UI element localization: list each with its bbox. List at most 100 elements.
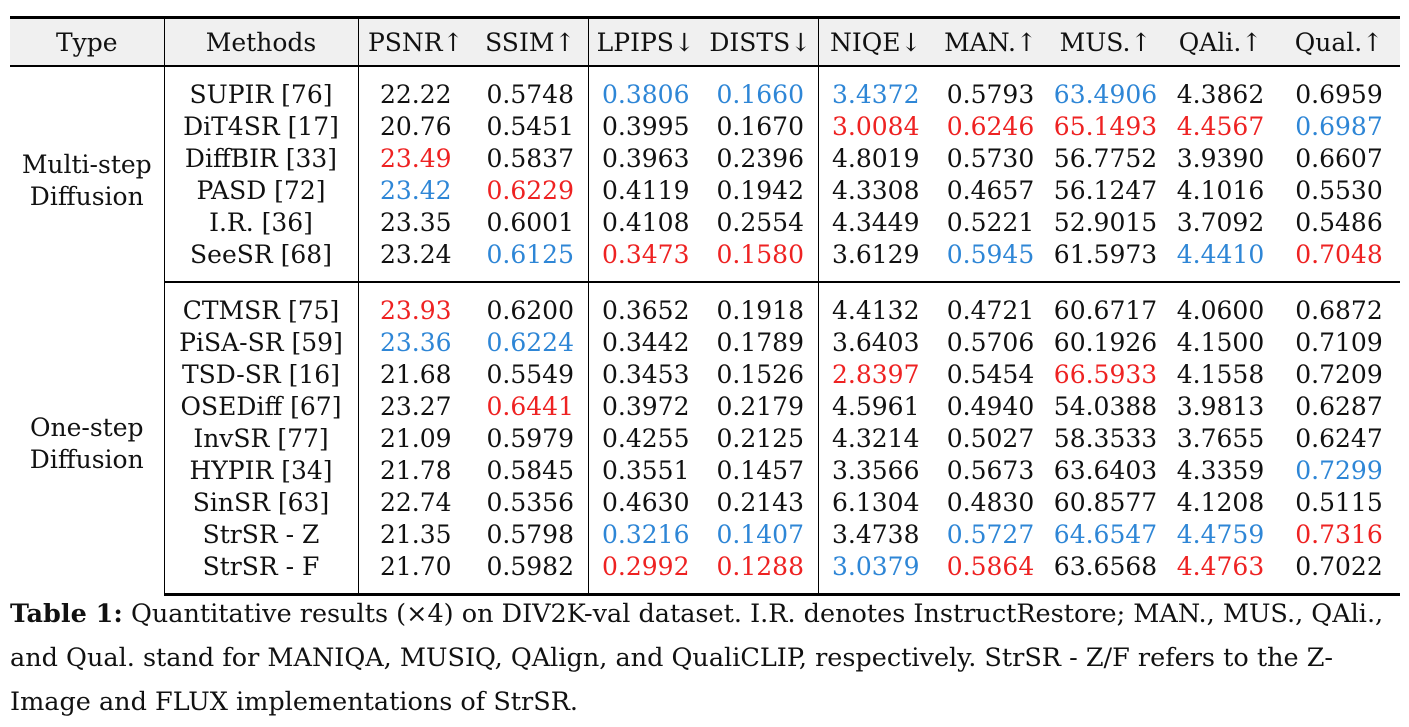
header-methods: Methods — [163, 16, 358, 67]
cell-maniqa: 0.5221 — [933, 207, 1048, 239]
cell-niqe: 4.3449 — [817, 207, 933, 239]
cell-musiq: 56.1247 — [1048, 175, 1163, 207]
cell-qalign: 4.1208 — [1163, 487, 1278, 519]
cell-niqe: 3.0379 — [817, 551, 933, 596]
cell-dists: 0.1789 — [703, 327, 818, 359]
cell-value: 3.7092 — [1176, 208, 1265, 237]
group-one-step: One-step Diffusion CTMSR [75] 23.93 0.6200 0.… — [10, 282, 1400, 596]
cell-value: 4.4763 — [1176, 552, 1265, 581]
type-label-line: Multi-step — [21, 149, 152, 179]
cell-musiq: 60.6717 — [1048, 282, 1163, 327]
header-maniqa: MAN.↑ — [933, 16, 1048, 67]
cell-musiq: 63.6568 — [1048, 551, 1163, 596]
cell-lpips: 0.3652 — [587, 282, 703, 327]
cell-psnr: 23.36 — [357, 327, 473, 359]
cell-niqe: 4.5961 — [817, 391, 933, 423]
cell-maniqa: 0.5864 — [933, 551, 1048, 596]
cell-value: 4.4567 — [1176, 112, 1265, 141]
cell-value: 0.1918 — [716, 296, 804, 325]
cell-lpips: 0.2992 — [587, 551, 703, 596]
cell-value: 0.1457 — [716, 456, 804, 485]
cell-niqe: 3.3566 — [817, 455, 933, 487]
cell-niqe: 3.4738 — [817, 519, 933, 551]
header-dists: DISTS↓ — [703, 16, 818, 67]
cell-value: 0.5982 — [486, 552, 574, 581]
cell-value: 0.2179 — [716, 392, 804, 421]
table-row: DiT4SR [17] 20.76 0.5451 0.3995 0.1670 3.0084… — [10, 111, 1400, 143]
method-name: DiffBIR [33] — [163, 143, 358, 175]
cell-value: 0.6125 — [486, 240, 574, 269]
cell-dists: 0.1670 — [703, 111, 818, 143]
cell-qualiclip: 0.7109 — [1278, 327, 1400, 359]
cell-psnr: 21.78 — [357, 455, 473, 487]
cell-value: 23.49 — [379, 144, 452, 173]
cell-value: 6.1304 — [832, 488, 920, 517]
table-row: I.R. [36] 23.35 0.6001 0.4108 0.2554 4.3449 0.… — [10, 207, 1400, 239]
cell-musiq: 58.3533 — [1048, 423, 1163, 455]
cell-maniqa: 0.5706 — [933, 327, 1048, 359]
cell-value: 0.5451 — [486, 112, 574, 141]
cell-value: 3.9813 — [1176, 392, 1265, 421]
cell-value: 0.5727 — [946, 520, 1035, 549]
method-name: CTMSR [75] — [163, 282, 358, 327]
cell-value: 0.5027 — [946, 424, 1035, 453]
cell-ssim: 0.5356 — [473, 487, 588, 519]
cell-value: 3.7655 — [1176, 424, 1265, 453]
cell-value: 63.4906 — [1053, 80, 1158, 109]
cell-value: 64.6547 — [1053, 520, 1158, 549]
cell-lpips: 0.3995 — [587, 111, 703, 143]
caption-label: Table 1: — [10, 599, 123, 629]
cell-value: 0.3473 — [602, 240, 690, 269]
cell-value: 0.1526 — [716, 360, 804, 389]
cell-psnr: 21.70 — [357, 551, 473, 596]
cell-value: 0.2143 — [716, 488, 804, 517]
cell-maniqa: 0.5793 — [933, 66, 1048, 111]
cell-value: 0.5673 — [946, 456, 1035, 485]
cell-qalign: 4.4763 — [1163, 551, 1278, 596]
cell-maniqa: 0.6246 — [933, 111, 1048, 143]
cell-value: 0.5356 — [486, 488, 574, 517]
cell-value: 0.5706 — [946, 328, 1035, 357]
cell-qualiclip: 0.5530 — [1278, 175, 1400, 207]
cell-ssim: 0.5982 — [473, 551, 588, 596]
cell-value: 0.6224 — [486, 328, 574, 357]
cell-psnr: 20.76 — [357, 111, 473, 143]
table-row: SeeSR [68] 23.24 0.6125 0.3473 0.1580 3.6129 0… — [10, 239, 1400, 283]
cell-maniqa: 0.4830 — [933, 487, 1048, 519]
cell-musiq: 56.7752 — [1048, 143, 1163, 175]
cell-value: 0.5748 — [486, 80, 574, 109]
cell-qalign: 4.4759 — [1163, 519, 1278, 551]
cell-value: 0.1288 — [716, 552, 804, 581]
cell-value: 0.4940 — [946, 392, 1035, 421]
cell-value: 0.6001 — [486, 208, 574, 237]
cell-niqe: 2.8397 — [817, 359, 933, 391]
cell-value: 0.6872 — [1295, 296, 1383, 325]
table-row: StrSR - Z 21.35 0.5798 0.3216 0.1407 3.4738 0.… — [10, 519, 1400, 551]
cell-value: 0.5845 — [486, 456, 574, 485]
cell-value: 0.3453 — [602, 360, 690, 389]
cell-value: 0.4830 — [946, 488, 1035, 517]
table-row: PASD [72] 23.42 0.6229 0.4119 0.1942 4.3308 0.… — [10, 175, 1400, 207]
cell-qualiclip: 0.6872 — [1278, 282, 1400, 327]
cell-niqe: 3.0084 — [817, 111, 933, 143]
method-name: TSD-SR [16] — [163, 359, 358, 391]
cell-value: 4.3308 — [832, 176, 920, 205]
cell-ssim: 0.6224 — [473, 327, 588, 359]
cell-maniqa: 0.4721 — [933, 282, 1048, 327]
cell-psnr: 21.09 — [357, 423, 473, 455]
cell-lpips: 0.4108 — [587, 207, 703, 239]
cell-dists: 0.1580 — [703, 239, 818, 283]
cell-lpips: 0.3216 — [587, 519, 703, 551]
cell-value: 0.1580 — [716, 240, 804, 269]
cell-value: 61.5973 — [1053, 240, 1158, 269]
cell-qalign: 4.1016 — [1163, 175, 1278, 207]
cell-value: 4.4759 — [1176, 520, 1265, 549]
header-type: Type — [10, 16, 164, 67]
cell-value: 23.27 — [379, 392, 452, 421]
cell-value: 0.6246 — [946, 112, 1035, 141]
cell-value: 4.4132 — [832, 296, 920, 325]
cell-value: 0.4255 — [602, 424, 690, 453]
cell-value: 60.1926 — [1053, 328, 1158, 357]
cell-value: 65.1493 — [1053, 112, 1158, 141]
